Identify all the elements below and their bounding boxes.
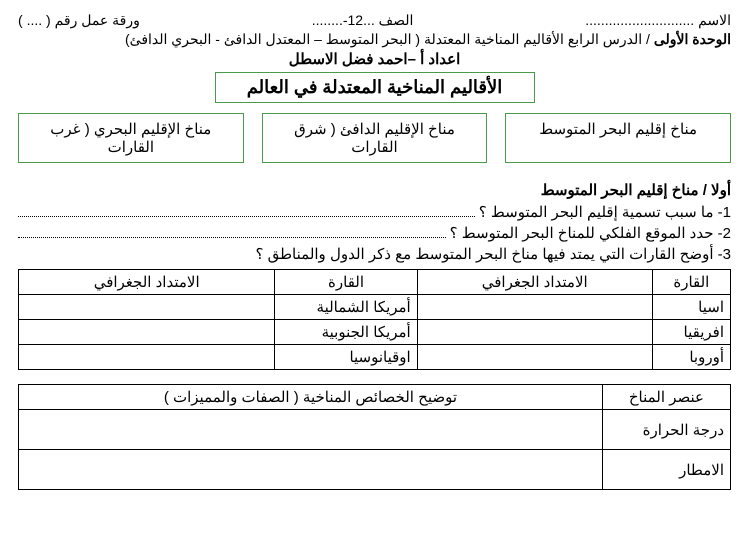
climate-boxes-row: مناخ إقليم البحر المتوسط مناخ الإقليم ال… [18,113,731,163]
question-2-text: 2- حدد الموقع الفلكي للمناخ البحر المتوس… [450,224,731,242]
cell-continent: أمريكا الشمالية [275,295,417,320]
table-header-row: عنصر المناخ توضيح الخصائص المناخية ( الص… [19,385,731,410]
unit-rest: / الدرس الرابع الأقاليم المناخية المعتدل… [125,31,654,47]
question-3-text: 3- أوضح القارات التي يمتد فيها مناخ البح… [255,245,731,263]
table-row: درجة الحرارة [19,410,731,450]
cell-extent [417,320,652,345]
col-climate-element: عنصر المناخ [602,385,730,410]
unit-bold: الوحدة الأولى [654,31,731,47]
col-continent-1: القارة [652,270,730,295]
cell-extent [19,320,275,345]
continents-table: القارة الامتداد الجغرافي القارة الامتداد… [18,269,731,370]
cell-continent: افريقيا [652,320,730,345]
grade-field: الصف ...12-........ [312,12,414,29]
table-row: أوروبا اوقيانوسيا [19,345,731,370]
question-1: 1- ما سبب تسمية إقليم البحر المتوسط ؟ [18,203,731,221]
header-row: الاسم ............................ الصف … [18,12,731,29]
table-row: اسيا أمريكا الشمالية [19,295,731,320]
question-2: 2- حدد الموقع الفلكي للمناخ البحر المتوس… [18,224,731,242]
cell-extent [19,345,275,370]
cell-continent: أمريكا الجنوبية [275,320,417,345]
climate-properties-table: عنصر المناخ توضيح الخصائص المناخية ( الص… [18,384,731,490]
cell-desc [19,410,603,450]
climate-box-warm-east: مناخ الإقليم الدافئ ( شرق القارات [262,113,488,163]
cell-continent: اوقيانوسيا [275,345,417,370]
cell-extent [19,295,275,320]
cell-element: الامطار [602,450,730,490]
main-title-box: الأقاليم المناخية المعتدلة في العالم [215,72,535,103]
climate-box-marine-west: مناخ الإقليم البحري ( غرب القارات [18,113,244,163]
col-characteristics: توضيح الخصائص المناخية ( الصفات والمميزا… [19,385,603,410]
question-1-text: 1- ما سبب تسمية إقليم البحر المتوسط ؟ [479,203,731,221]
climate-box-mediterranean: مناخ إقليم البحر المتوسط [505,113,731,163]
section-1-title: أولا / مناخ إقليم البحر المتوسط [18,181,731,199]
answer-line [18,204,475,218]
cell-continent: أوروبا [652,345,730,370]
cell-extent [417,345,652,370]
question-3: 3- أوضح القارات التي يمتد فيها مناخ البح… [18,245,731,263]
unit-line: الوحدة الأولى / الدرس الرابع الأقاليم ال… [18,31,731,48]
cell-element: درجة الحرارة [602,410,730,450]
cell-desc [19,450,603,490]
table-header-row: القارة الامتداد الجغرافي القارة الامتداد… [19,270,731,295]
name-field: الاسم ............................ [585,12,731,29]
table-row: الامطار [19,450,731,490]
prepared-by: اعداد أ –احمد فضل الاسطل [18,50,731,68]
table-row: افريقيا أمريكا الجنوبية [19,320,731,345]
col-continent-2: القارة [275,270,417,295]
answer-line [18,225,446,239]
col-extent-1: الامتداد الجغرافي [417,270,652,295]
cell-extent [417,295,652,320]
sheet-field: ورقة عمل رقم ( .... ) [18,12,140,29]
cell-continent: اسيا [652,295,730,320]
col-extent-2: الامتداد الجغرافي [19,270,275,295]
